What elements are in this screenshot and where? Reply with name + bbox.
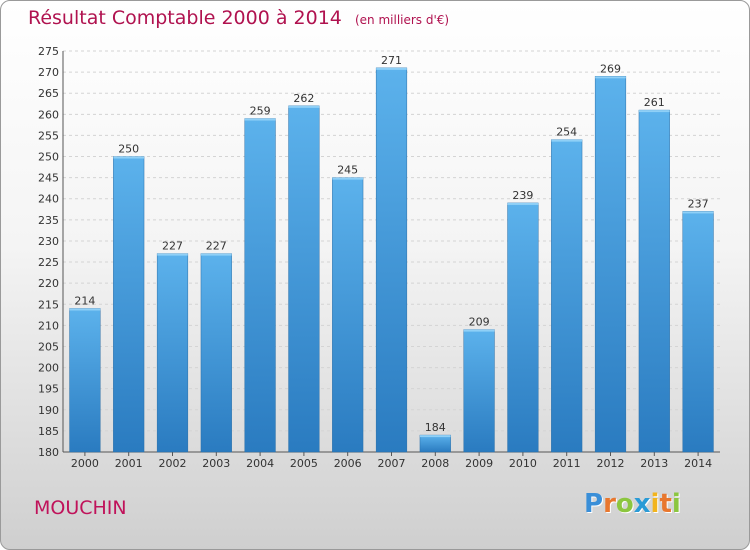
data-label: 227 [162, 240, 183, 253]
x-tick-label: 2006 [334, 457, 362, 470]
logo-letter: i [671, 489, 681, 519]
bar-highlight [551, 139, 583, 142]
logo-letter: P [584, 489, 604, 519]
data-label: 237 [688, 197, 709, 210]
bar-highlight [638, 110, 670, 113]
commune-name: MOUCHIN [34, 497, 127, 519]
bar-highlight [69, 308, 101, 311]
y-tick-label: 205 [38, 340, 59, 353]
proxiti-logo: Proxiti [584, 489, 681, 519]
y-tick-label: 225 [38, 256, 59, 269]
bar-2002 [156, 253, 189, 453]
bar-2013 [638, 109, 670, 453]
data-label: 227 [206, 240, 227, 253]
x-tick-label: 2005 [290, 457, 318, 470]
y-tick-label: 185 [38, 425, 59, 438]
bar-2012 [594, 76, 627, 453]
data-label: 184 [425, 421, 446, 434]
y-tick-label: 215 [38, 298, 59, 311]
logo-letter: t [659, 489, 672, 519]
data-label: 261 [644, 96, 665, 109]
bar-2010 [507, 202, 539, 453]
data-label: 254 [556, 126, 577, 139]
y-tick-label: 200 [38, 362, 59, 375]
bar-highlight [376, 67, 407, 70]
logo-letter: x [633, 489, 651, 519]
y-tick-label: 260 [38, 108, 59, 121]
bar-highlight [113, 156, 145, 159]
data-label: 259 [250, 105, 271, 118]
bar-2011 [551, 139, 583, 453]
bar-2005 [288, 105, 320, 453]
logo-letter: r [603, 489, 616, 519]
x-tick-label: 2002 [159, 457, 187, 470]
bar-2004 [244, 118, 276, 453]
bar-highlight [463, 329, 495, 332]
bars [69, 67, 714, 453]
bar-highlight [157, 253, 188, 256]
logo-letter: i [650, 489, 660, 519]
bar-2007 [375, 67, 408, 453]
bar-2009 [463, 329, 495, 453]
chart-title: Résultat Comptable 2000 à 2014 [28, 7, 342, 29]
y-tick-label: 190 [38, 404, 59, 417]
bar-2008 [419, 434, 451, 453]
x-tick-label: 2001 [115, 457, 143, 470]
y-tick-label: 220 [38, 277, 59, 290]
y-tick-label: 255 [38, 129, 59, 142]
x-tick-label: 2008 [421, 457, 449, 470]
bar-2001 [113, 156, 145, 453]
x-tick-label: 2004 [246, 457, 274, 470]
data-label: 239 [512, 189, 533, 202]
chart-title-block: Résultat Comptable 2000 à 2014 (en milli… [28, 7, 449, 29]
x-tick-label: 2000 [71, 457, 99, 470]
data-label: 214 [74, 294, 95, 307]
data-labels: 214 250 227 227 259 262 245 271 184 209 239 254 269 2… [74, 54, 708, 434]
data-label: 262 [293, 92, 314, 105]
y-tick-label: 250 [38, 151, 59, 164]
bar-highlight [595, 76, 626, 79]
y-tick-label: 180 [38, 446, 59, 459]
y-tick-label: 235 [38, 214, 59, 227]
x-tick-label: 2007 [378, 457, 406, 470]
bar-highlight [200, 253, 232, 256]
data-label: 269 [600, 62, 621, 75]
y-tick-label: 245 [38, 172, 59, 185]
bar-highlight [507, 202, 539, 205]
x-tick-label: 2009 [465, 457, 493, 470]
y-tick-label: 275 [38, 45, 59, 58]
x-tick-label: 2003 [202, 457, 230, 470]
y-tick-label: 210 [38, 319, 59, 332]
bar-highlight [288, 105, 320, 108]
y-tick-label: 265 [38, 87, 59, 100]
x-tick-label: 2013 [640, 457, 668, 470]
x-tick-label: 2010 [509, 457, 537, 470]
data-label: 209 [469, 316, 490, 329]
bar-highlight [682, 211, 714, 214]
y-tick-label: 230 [38, 235, 59, 248]
chart-subtitle: (en milliers d'€) [354, 13, 450, 27]
y-tick-label: 240 [38, 193, 59, 206]
axes: 1851901952002052102152202252302352402452… [38, 45, 720, 470]
bar-2006 [332, 177, 364, 453]
x-tick-label: 2011 [553, 457, 581, 470]
bar-highlight [332, 177, 364, 180]
logo-letter: o [615, 489, 634, 519]
bar-highlight [419, 435, 451, 438]
x-tick-label: 2014 [684, 457, 712, 470]
data-label: 271 [381, 54, 402, 67]
bar-2003 [200, 253, 232, 453]
data-label: 245 [337, 164, 358, 177]
data-label: 250 [118, 143, 139, 156]
y-tick-label: 270 [38, 66, 59, 79]
y-tick-label: 195 [38, 383, 59, 396]
bar-2014 [682, 211, 714, 453]
x-tick-label: 2012 [597, 457, 625, 470]
bar-highlight [244, 118, 276, 121]
bar-2000 [69, 308, 101, 453]
